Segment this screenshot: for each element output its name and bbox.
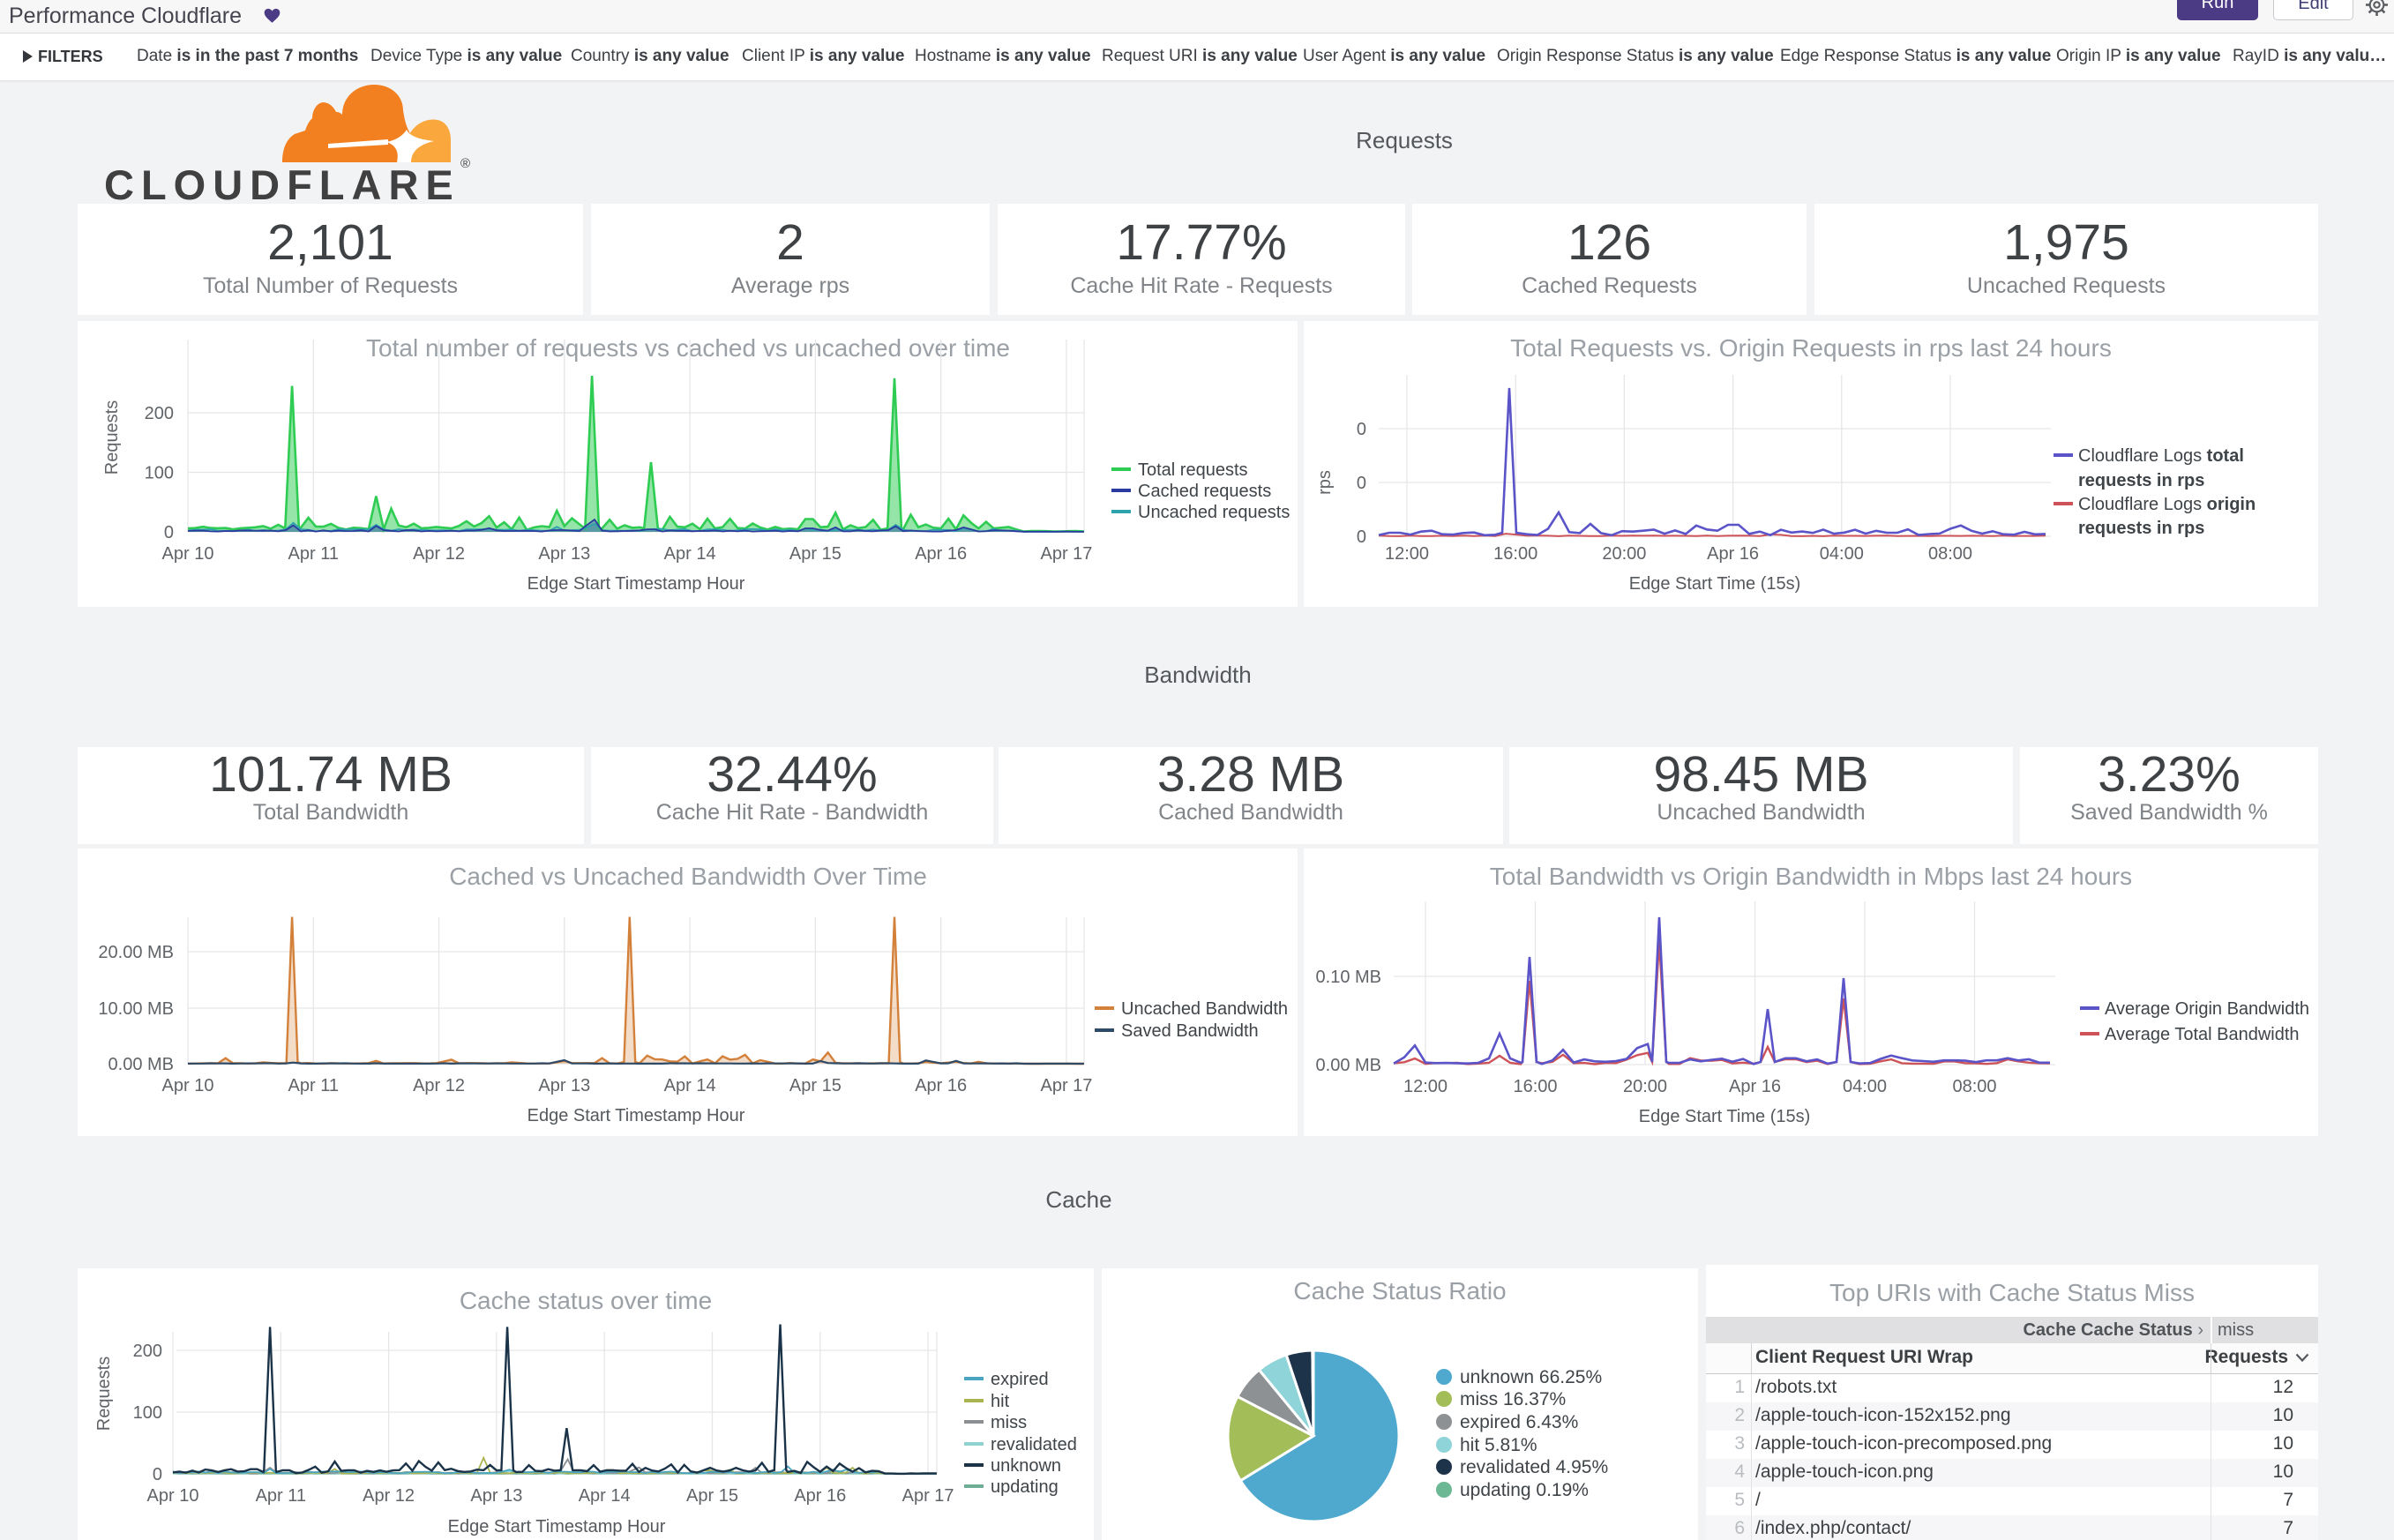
- svg-text:08:00: 08:00: [1952, 1077, 1996, 1096]
- svg-text:requests in rps: requests in rps: [2078, 519, 2204, 538]
- svg-text:200: 200: [133, 1342, 162, 1361]
- svg-text:Cached vs Uncached Bandwidth O: Cached vs Uncached Bandwidth Over Time: [449, 863, 927, 890]
- svg-text:requests in rps: requests in rps: [2078, 471, 2204, 490]
- svg-text:10.00 MB: 10.00 MB: [98, 999, 174, 1019]
- svg-text:Apr 14: Apr 14: [664, 1076, 716, 1095]
- svg-text:Apr 12: Apr 12: [413, 1076, 465, 1095]
- svg-text:0: 0: [1357, 420, 1366, 439]
- svg-text:Apr 11: Apr 11: [288, 544, 339, 564]
- svg-text:Total Requests vs. Origin Requ: Total Requests vs. Origin Requests in rp…: [1510, 334, 2112, 362]
- svg-text:Total Bandwidth vs Origin Band: Total Bandwidth vs Origin Bandwidth in M…: [1490, 863, 2132, 890]
- svg-text:Apr 16: Apr 16: [1707, 544, 1759, 564]
- svg-text:Apr 13: Apr 13: [538, 544, 590, 564]
- svg-text:Cached requests: Cached requests: [1138, 482, 1271, 501]
- svg-text:0.10 MB: 0.10 MB: [1316, 968, 1381, 987]
- svg-text:Total number of requests vs ca: Total number of requests vs cached vs un…: [366, 334, 1010, 362]
- svg-text:12:00: 12:00: [1385, 544, 1429, 564]
- svg-text:Requests: Requests: [102, 400, 122, 475]
- svg-text:200: 200: [145, 404, 174, 423]
- svg-text:expired: expired: [991, 1370, 1049, 1389]
- svg-text:Apr 16: Apr 16: [915, 544, 967, 564]
- svg-text:unknown: unknown: [991, 1456, 1061, 1476]
- svg-text:12:00: 12:00: [1403, 1077, 1448, 1096]
- svg-text:20:00: 20:00: [1623, 1077, 1667, 1096]
- svg-text:unknown 66.25%: unknown 66.25%: [1460, 1367, 1602, 1387]
- svg-text:Apr 14: Apr 14: [579, 1486, 631, 1506]
- svg-text:Cache status over time: Cache status over time: [460, 1287, 712, 1314]
- svg-text:Total requests: Total requests: [1138, 460, 1248, 480]
- svg-text:revalidated 4.95%: revalidated 4.95%: [1460, 1457, 1608, 1477]
- svg-text:CLOUDFLARE: CLOUDFLARE: [104, 161, 460, 208]
- svg-text:Apr 15: Apr 15: [686, 1486, 738, 1506]
- svg-text:Uncached Bandwidth: Uncached Bandwidth: [1121, 999, 1288, 1019]
- svg-text:Apr 11: Apr 11: [256, 1486, 306, 1506]
- svg-text:Apr 10: Apr 10: [162, 1076, 214, 1095]
- svg-text:Apr 14: Apr 14: [664, 544, 716, 564]
- svg-text:0: 0: [153, 1465, 162, 1484]
- svg-text:Cloudflare Logs total: Cloudflare Logs total: [2078, 446, 2244, 466]
- svg-text:0: 0: [1357, 474, 1366, 493]
- svg-text:Apr 16: Apr 16: [915, 1076, 967, 1095]
- svg-text:Cloudflare Logs origin: Cloudflare Logs origin: [2078, 495, 2256, 514]
- svg-text:Apr 13: Apr 13: [470, 1486, 522, 1506]
- svg-text:Apr 12: Apr 12: [413, 544, 465, 564]
- svg-text:updating: updating: [991, 1477, 1059, 1497]
- svg-text:Apr 15: Apr 15: [789, 544, 842, 564]
- svg-text:100: 100: [145, 464, 174, 483]
- svg-text:Apr 12: Apr 12: [363, 1486, 415, 1506]
- svg-text:updating 0.19%: updating 0.19%: [1460, 1480, 1589, 1500]
- svg-text:04:00: 04:00: [1843, 1077, 1887, 1096]
- svg-text:Edge Start Timestamp Hour: Edge Start Timestamp Hour: [527, 1106, 745, 1125]
- svg-text:Edge Start Timestamp Hour: Edge Start Timestamp Hour: [448, 1517, 666, 1536]
- svg-text:Saved Bandwidth: Saved Bandwidth: [1121, 1021, 1259, 1041]
- svg-text:Apr 17: Apr 17: [902, 1486, 954, 1506]
- svg-text:0.00 MB: 0.00 MB: [108, 1055, 174, 1074]
- svg-text:Apr 10: Apr 10: [147, 1486, 199, 1506]
- svg-text:Edge Start Timestamp Hour: Edge Start Timestamp Hour: [527, 574, 745, 594]
- svg-text:Edge Start Time (15s): Edge Start Time (15s): [1639, 1107, 1811, 1126]
- svg-text:08:00: 08:00: [1928, 544, 1972, 564]
- svg-text:20.00 MB: 20.00 MB: [98, 943, 174, 962]
- svg-text:Apr 11: Apr 11: [288, 1076, 339, 1095]
- svg-text:Apr 16: Apr 16: [794, 1486, 846, 1506]
- svg-text:Uncached requests: Uncached requests: [1138, 503, 1290, 522]
- svg-text:Edge Start Time (15s): Edge Start Time (15s): [1629, 574, 1801, 594]
- svg-text:Apr 13: Apr 13: [538, 1076, 590, 1095]
- svg-text:20:00: 20:00: [1602, 544, 1646, 564]
- svg-text:100: 100: [133, 1403, 162, 1423]
- svg-text:Apr 17: Apr 17: [1040, 1076, 1092, 1095]
- svg-text:expired 6.43%: expired 6.43%: [1460, 1412, 1578, 1432]
- svg-text:miss 16.37%: miss 16.37%: [1460, 1389, 1566, 1409]
- svg-text:revalidated: revalidated: [991, 1435, 1077, 1454]
- svg-text:hit 5.81%: hit 5.81%: [1460, 1435, 1537, 1455]
- svg-text:miss: miss: [991, 1413, 1027, 1432]
- svg-text:Average Origin Bandwidth: Average Origin Bandwidth: [2105, 999, 2309, 1019]
- svg-text:Apr 15: Apr 15: [789, 1076, 842, 1095]
- svg-text:0: 0: [1357, 527, 1366, 547]
- svg-text:Cache Status Ratio: Cache Status Ratio: [1293, 1277, 1506, 1305]
- svg-text:16:00: 16:00: [1493, 544, 1537, 564]
- svg-text:Apr 17: Apr 17: [1040, 544, 1092, 564]
- svg-text:Requests: Requests: [94, 1357, 114, 1432]
- svg-text:04:00: 04:00: [1820, 544, 1864, 564]
- svg-text:hit: hit: [991, 1392, 1010, 1411]
- svg-text:®: ®: [460, 156, 470, 171]
- svg-text:Average Total Bandwidth: Average Total Bandwidth: [2105, 1025, 2300, 1044]
- svg-text:Apr 16: Apr 16: [1729, 1077, 1781, 1096]
- svg-text:Apr 10: Apr 10: [162, 544, 214, 564]
- svg-text:0: 0: [164, 523, 174, 542]
- svg-text:0.00 MB: 0.00 MB: [1316, 1056, 1381, 1075]
- svg-text:rps: rps: [1315, 470, 1335, 495]
- svg-text:16:00: 16:00: [1513, 1077, 1557, 1096]
